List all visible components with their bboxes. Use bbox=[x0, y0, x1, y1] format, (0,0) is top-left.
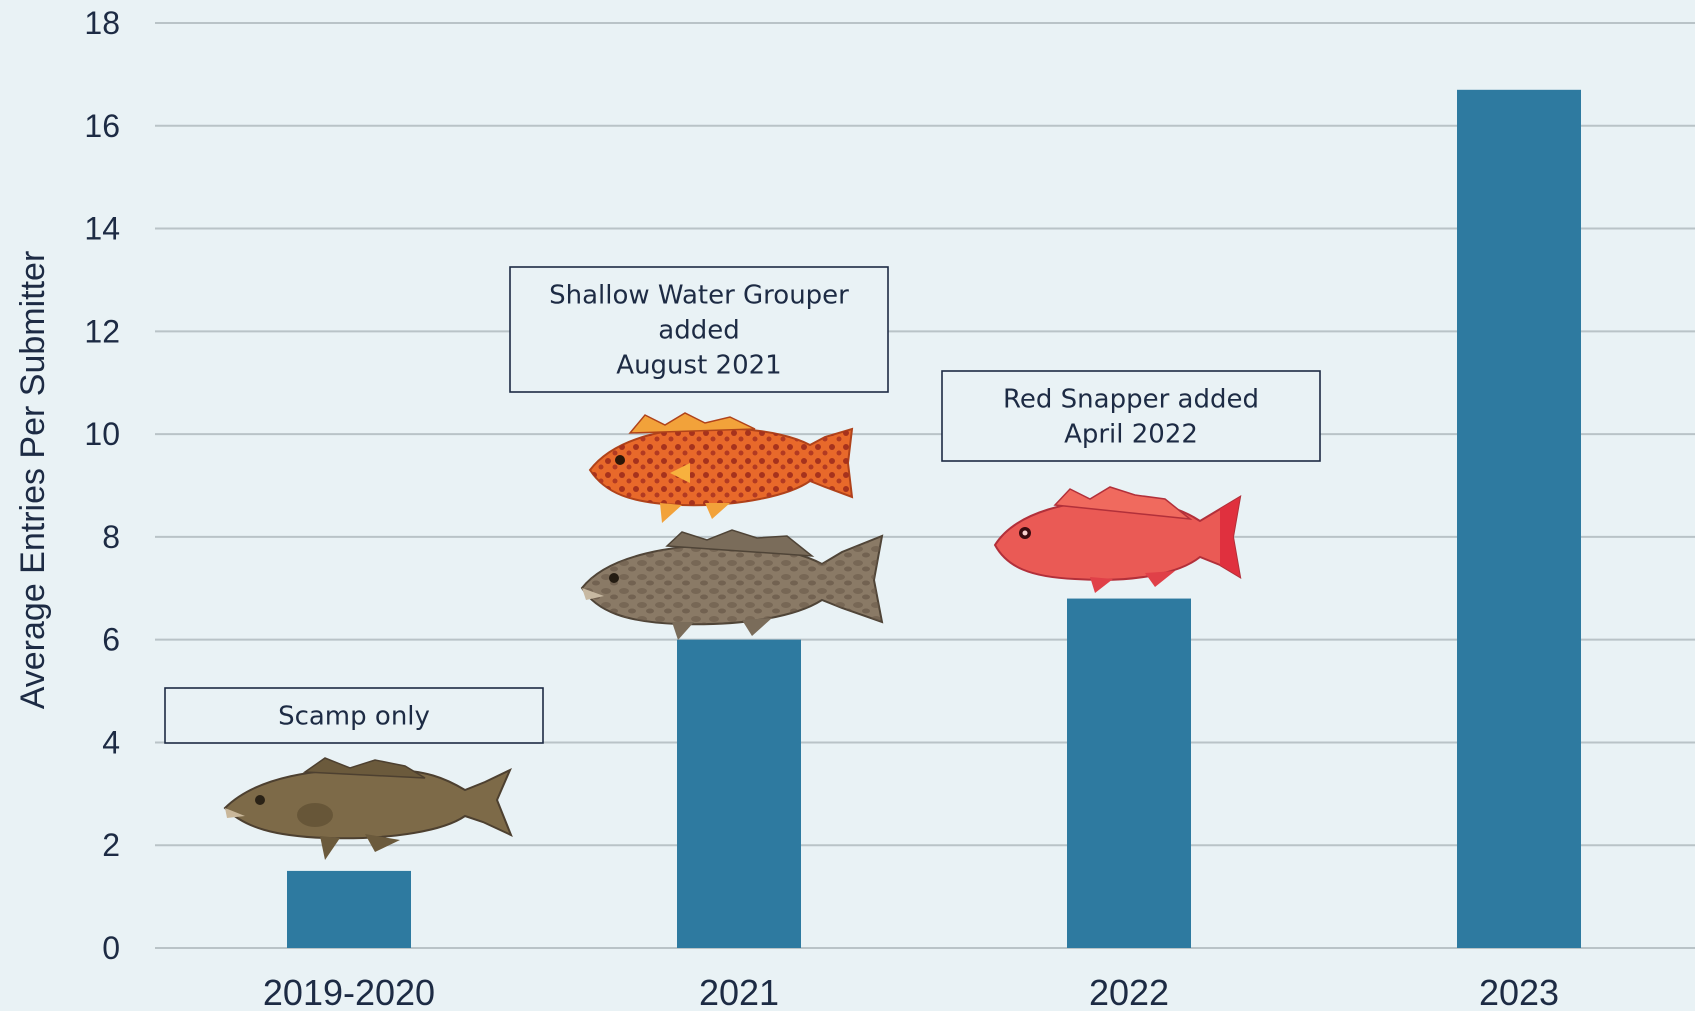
annotations: Scamp only Shallow Water Grouper added Augu… bbox=[164, 266, 1321, 744]
y-tick-label: 16 bbox=[84, 108, 120, 144]
annotation-text: Red Snapper added bbox=[1003, 385, 1259, 415]
y-tick-label: 0 bbox=[102, 930, 120, 966]
scamp-fish-icon bbox=[223, 757, 513, 860]
bar-2022 bbox=[1067, 598, 1191, 948]
x-category-label: 2022 bbox=[1089, 972, 1169, 1011]
bar-2023 bbox=[1457, 89, 1581, 949]
y-tick-label: 18 bbox=[84, 5, 120, 41]
annotation-text: Shallow Water Grouper bbox=[549, 281, 849, 311]
y-tick-label: 4 bbox=[102, 724, 120, 760]
annotation-box: Shallow Water Grouper added August 2021 bbox=[509, 266, 889, 393]
annotation-text: August 2021 bbox=[616, 351, 781, 381]
y-axis-label: Average Entries Per Submitter bbox=[14, 251, 52, 710]
annotation-frame bbox=[509, 266, 889, 393]
x-category-label: 2021 bbox=[699, 972, 779, 1011]
y-tick-label: 14 bbox=[84, 211, 120, 247]
x-category-label: 2023 bbox=[1479, 972, 1559, 1011]
y-tick-label: 12 bbox=[84, 313, 120, 349]
red-grouper-fish-icon bbox=[588, 412, 854, 523]
y-tick-label: 2 bbox=[102, 827, 120, 863]
bars bbox=[287, 89, 1581, 949]
annotation-frame bbox=[164, 687, 544, 744]
annotation-text: Scamp only bbox=[278, 702, 430, 732]
y-axis-ticks: 0 2 4 6 8 10 12 14 16 18 bbox=[84, 5, 120, 966]
bar-2021 bbox=[677, 639, 801, 948]
annotation-box: Red Snapper added April 2022 bbox=[941, 370, 1321, 462]
annotation-text: April 2022 bbox=[1064, 420, 1198, 450]
annotation-box: Scamp only bbox=[164, 687, 544, 744]
annotation-text: added bbox=[658, 316, 739, 346]
red-snapper-fish-icon bbox=[993, 486, 1242, 593]
y-tick-label: 6 bbox=[102, 622, 120, 658]
gag-grouper-fish-icon bbox=[580, 529, 884, 640]
annotation-frame bbox=[941, 370, 1321, 462]
y-tick-label: 8 bbox=[102, 519, 120, 555]
bar-2019-2020 bbox=[287, 870, 411, 948]
y-tick-label: 10 bbox=[84, 416, 120, 452]
x-axis-categories: 2019-2020 2021 2022 2023 bbox=[263, 972, 1559, 1011]
x-category-label: 2019-2020 bbox=[263, 972, 435, 1011]
